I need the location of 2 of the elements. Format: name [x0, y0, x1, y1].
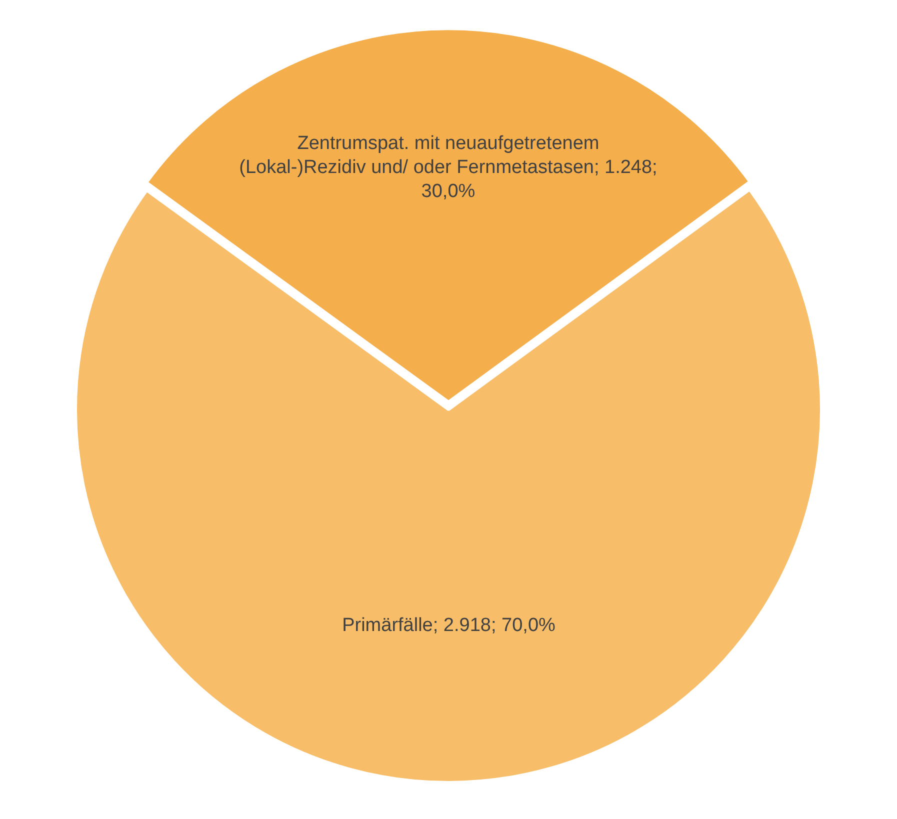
slice-label: Primärfälle; 2.918; 70,0% [342, 615, 556, 636]
slice-label: Zentrumspat. mit neuaufgetretenem (Lokal-)Rezidiv und/ oder Fernmetastasen; 1.248; 30,0% [239, 133, 658, 202]
